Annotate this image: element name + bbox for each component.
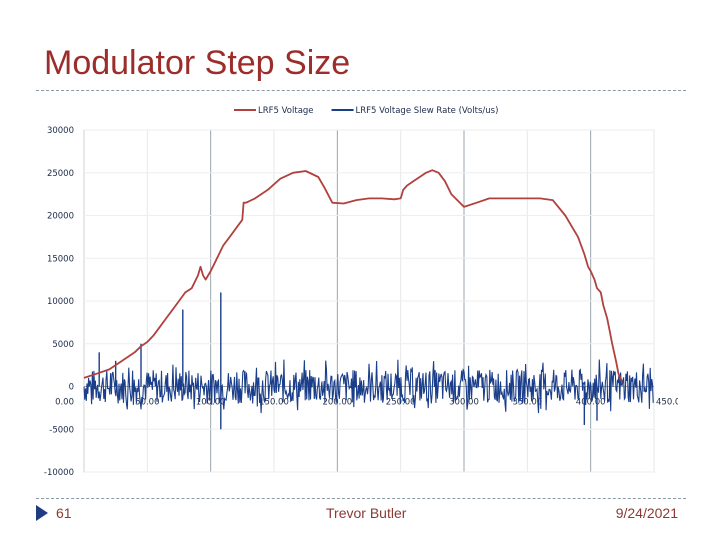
footer-divider — [36, 498, 686, 499]
x-tick-label: 0.00 — [55, 398, 74, 408]
x-tick-label: 400.00 — [576, 398, 606, 408]
slide-number: 61 — [56, 505, 72, 521]
y-tick-label: 10000 — [47, 297, 74, 307]
x-tick-label: 300.00 — [449, 398, 479, 408]
slide-title: Modulator Step Size — [44, 44, 351, 82]
x-tick-label: 450.00 — [656, 398, 678, 408]
x-tick-label: 350.00 — [512, 398, 542, 408]
y-tick-label: 30000 — [47, 126, 74, 136]
y-tick-label: 25000 — [47, 169, 74, 179]
triangle-marker-icon — [36, 505, 48, 521]
y-tick-label: 0 — [69, 383, 74, 393]
y-tick-label: 15000 — [47, 254, 74, 264]
title-divider — [36, 90, 686, 91]
x-tick-label: 150.00 — [259, 398, 289, 408]
author-name: Trevor Butler — [326, 505, 407, 521]
x-tick-label: 200.00 — [322, 398, 352, 408]
y-tick-label: 5000 — [52, 340, 74, 350]
voltage-series — [83, 169, 624, 383]
x-tick-label: 100.00 — [196, 398, 226, 408]
legend-label: LRF5 Voltage — [258, 106, 314, 116]
voltage-chart: 30000 25000 20000 15000 10000 5000 0 -5000 -1000… — [44, 106, 678, 478]
slew-rate-series — [83, 359, 654, 414]
y-tick-label: 20000 — [47, 212, 74, 222]
y-tick-label: -5000 — [49, 425, 74, 435]
legend-label: LRF5 Voltage Slew Rate (Volts/us) — [356, 106, 499, 116]
slide-date: 9/24/2021 — [615, 505, 678, 521]
x-tick-label: 50.00 — [135, 398, 159, 408]
y-tick-label: -10000 — [44, 468, 74, 478]
